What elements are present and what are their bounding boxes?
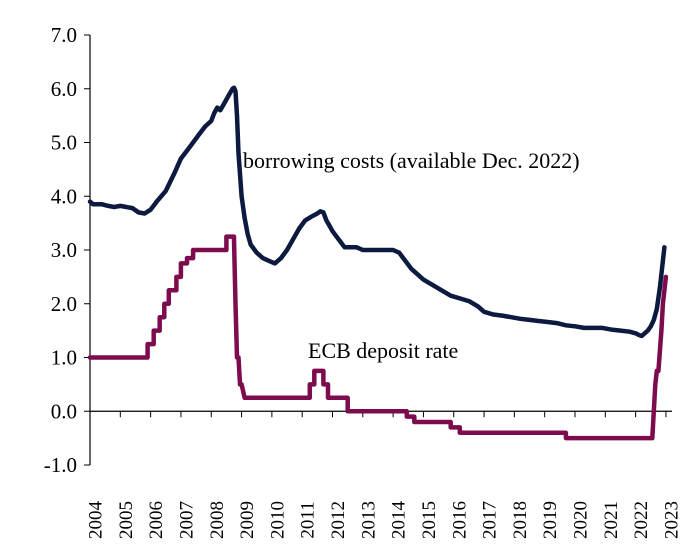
y-tick-label: 6.0: [51, 77, 77, 101]
x-tick-label: 2010: [267, 501, 288, 539]
annotation-borrowing-costs: borrowing costs (available Dec. 2022): [243, 148, 580, 173]
y-tick-label: -1.0: [44, 453, 77, 477]
y-tick-label: 7.0: [51, 23, 77, 47]
x-tick-label: 2018: [510, 501, 531, 539]
y-tick-label: 0.0: [51, 399, 77, 423]
x-tick-label: 2007: [176, 501, 197, 539]
y-tick-label: 5.0: [51, 131, 77, 155]
x-tick-label: 2022: [631, 501, 652, 539]
x-tick-label: 2016: [449, 501, 470, 539]
y-tick-label: 3.0: [51, 238, 77, 262]
x-tick-label: 2021: [601, 501, 622, 539]
x-tick-label: 2014: [389, 501, 410, 540]
axes: -1.0 0.0 1.0 2.0 3.0 4.0 5.0 6.0 7.0 2004 2005 2006…: [44, 23, 683, 539]
series-layer: [87, 85, 669, 441]
x-tick-label: 2008: [207, 501, 228, 539]
annotations: borrowing costs (available Dec. 2022) EC…: [243, 148, 580, 363]
x-tick-label: 2019: [540, 501, 561, 539]
x-tick-label: 2005: [116, 501, 137, 539]
annotation-ecb-deposit-rate: ECB deposit rate: [308, 338, 458, 363]
series-line-borrowing: [87, 85, 667, 339]
x-tick-label: 2020: [571, 501, 592, 539]
x-tick-label: 2004: [86, 501, 107, 540]
x-tick-label: 2013: [358, 501, 379, 539]
x-tick-label: 2015: [419, 501, 440, 539]
x-tick-label: 2009: [237, 501, 258, 539]
x-tick-label: 2012: [328, 501, 349, 539]
y-tick-label: 2.0: [51, 292, 77, 316]
y-tick-label: 4.0: [51, 184, 77, 208]
x-tick-label: 2023: [661, 501, 682, 539]
x-tick-label: 2011: [298, 501, 319, 538]
x-tick-label: 2017: [480, 501, 501, 539]
y-tick-label: 1.0: [51, 346, 77, 370]
x-tick-label: 2006: [146, 501, 167, 539]
series-line-deposit: [87, 234, 669, 441]
